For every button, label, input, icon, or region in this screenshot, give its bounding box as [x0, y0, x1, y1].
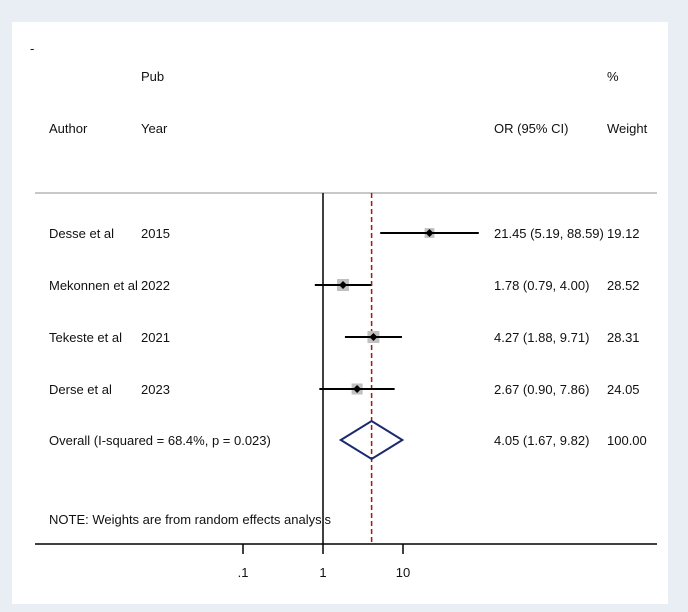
study-or-ci: 2.67 (0.90, 7.86)	[494, 382, 589, 397]
header-pub: Pub	[141, 69, 164, 84]
study-year: 2023	[141, 382, 170, 397]
header-author: Author	[49, 121, 88, 136]
study-weight: 28.52	[607, 278, 640, 293]
study-weight: 28.31	[607, 330, 640, 345]
study-author: Desse et al	[49, 226, 114, 241]
study-year: 2022	[141, 278, 170, 293]
study-weight: 19.12	[607, 226, 640, 241]
point-estimate	[339, 281, 348, 289]
x-tick-label: .1	[238, 565, 249, 580]
study-year: 2015	[141, 226, 170, 241]
study-author: Derse et al	[49, 382, 112, 397]
plot-marks	[314, 193, 479, 544]
point-estimate	[369, 333, 378, 341]
x-tick-label: 10	[396, 565, 410, 580]
study-or-ci: 4.27 (1.88, 9.71)	[494, 330, 589, 345]
note-text: NOTE: Weights are from random effects an…	[49, 512, 332, 527]
plot-panel	[12, 22, 668, 604]
x-axis-ticks: .1 1 10	[238, 544, 410, 580]
overall-diamond	[338, 419, 405, 461]
overall-weight: 100.00	[607, 433, 647, 448]
overall-or-ci: 4.05 (1.67, 9.82)	[494, 433, 589, 448]
corner-mark: -	[30, 41, 34, 56]
header-or: OR (95% CI)	[494, 121, 568, 136]
study-author: Tekeste et al	[49, 330, 122, 345]
header-weight-percent: %	[607, 69, 619, 84]
study-or-ci: 21.45 (5.19, 88.59)	[494, 226, 604, 241]
header-year: Year	[141, 121, 168, 136]
x-tick-label: 1	[319, 565, 326, 580]
study-weight: 24.05	[607, 382, 640, 397]
study-or-ci: 1.78 (0.79, 4.00)	[494, 278, 589, 293]
point-estimate	[353, 385, 362, 393]
header-weight: Weight	[607, 121, 648, 136]
study-author: Mekonnen et al	[49, 278, 138, 293]
overall-label: Overall (I-squared = 68.4%, p = 0.023)	[49, 433, 271, 448]
point-estimate	[425, 229, 434, 237]
study-rows: Desse et al 2015 21.45 (5.19, 88.59) 19.12 M…	[49, 226, 647, 448]
study-year: 2021	[141, 330, 170, 345]
